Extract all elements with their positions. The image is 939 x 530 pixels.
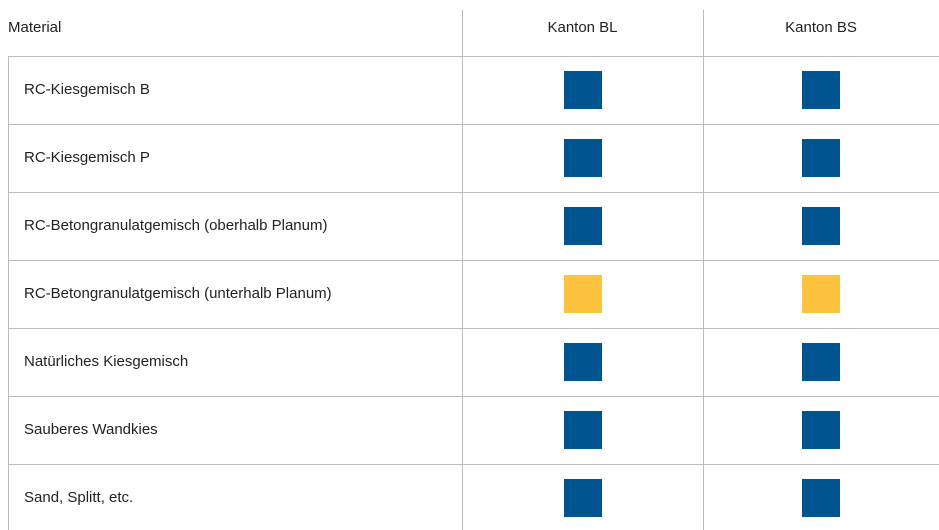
status-square <box>802 411 840 449</box>
table-border <box>8 56 9 530</box>
status-square <box>563 275 602 313</box>
status-square <box>563 139 602 177</box>
status-square <box>802 139 840 177</box>
header-cell: Kanton BS <box>785 19 857 36</box>
header-cell: Material <box>8 19 62 36</box>
material-name: RC-Betongranulatgemisch (oberhalb Planum… <box>24 217 328 234</box>
material-name: Sand, Splitt, etc. <box>24 489 134 506</box>
status-square <box>563 343 602 381</box>
row-border <box>8 260 939 261</box>
row-border <box>8 124 939 125</box>
header-cell: Kanton BL <box>547 19 618 36</box>
header-border <box>8 56 939 57</box>
row-border <box>8 464 939 465</box>
material-name: RC-Betongranulatgemisch (unterhalb Planu… <box>24 285 332 302</box>
column-divider <box>462 10 463 530</box>
status-square <box>802 479 840 517</box>
row-border <box>8 192 939 193</box>
status-square <box>802 275 840 313</box>
status-square <box>563 479 602 517</box>
status-square <box>802 207 840 245</box>
material-name: RC-Kiesgemisch B <box>24 81 150 98</box>
status-square <box>802 71 840 109</box>
row-border <box>8 328 939 329</box>
status-square <box>563 71 602 109</box>
material-name: Natürliches Kiesgemisch <box>24 353 189 370</box>
status-square <box>563 411 602 449</box>
status-square <box>563 207 602 245</box>
column-divider <box>703 10 704 530</box>
row-border <box>8 396 939 397</box>
material-name: Sauberes Wandkies <box>24 421 158 438</box>
material-name: RC-Kiesgemisch P <box>24 149 150 166</box>
status-square <box>802 343 840 381</box>
